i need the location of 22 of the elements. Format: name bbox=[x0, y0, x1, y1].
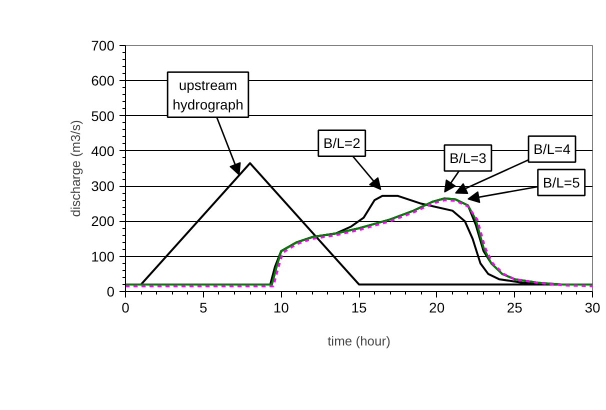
x-tick-label: 30 bbox=[584, 300, 600, 316]
annotation: B/L=2 bbox=[323, 135, 361, 152]
y-tick-label: 600 bbox=[91, 72, 115, 89]
x-tick-label: 20 bbox=[429, 300, 445, 316]
y-axis-title: discharge (m3/s) bbox=[68, 120, 84, 217]
annotation: B/L=5 bbox=[542, 174, 580, 191]
y-tick-label: 400 bbox=[91, 142, 115, 159]
y-tick-label: 200 bbox=[91, 213, 115, 230]
x-tick-label: 5 bbox=[199, 300, 208, 316]
y-tick-label: 500 bbox=[91, 108, 115, 124]
annotation: upstream hydrograph bbox=[172, 77, 244, 112]
annotation: B/L=3 bbox=[449, 150, 487, 166]
x-tick-label: 15 bbox=[351, 300, 367, 316]
x-axis-title: time (hour) bbox=[328, 334, 390, 348]
x-tick-label: 10 bbox=[273, 300, 290, 316]
y-tick-label: 0 bbox=[106, 284, 115, 300]
x-tick-label: 0 bbox=[122, 300, 130, 316]
annotation: B/L=4 bbox=[534, 141, 571, 158]
x-tick-label: 25 bbox=[506, 300, 523, 316]
y-tick-label: 300 bbox=[91, 178, 115, 194]
y-tick-label: 700 bbox=[91, 38, 115, 54]
y-tick-label: 100 bbox=[91, 248, 115, 264]
